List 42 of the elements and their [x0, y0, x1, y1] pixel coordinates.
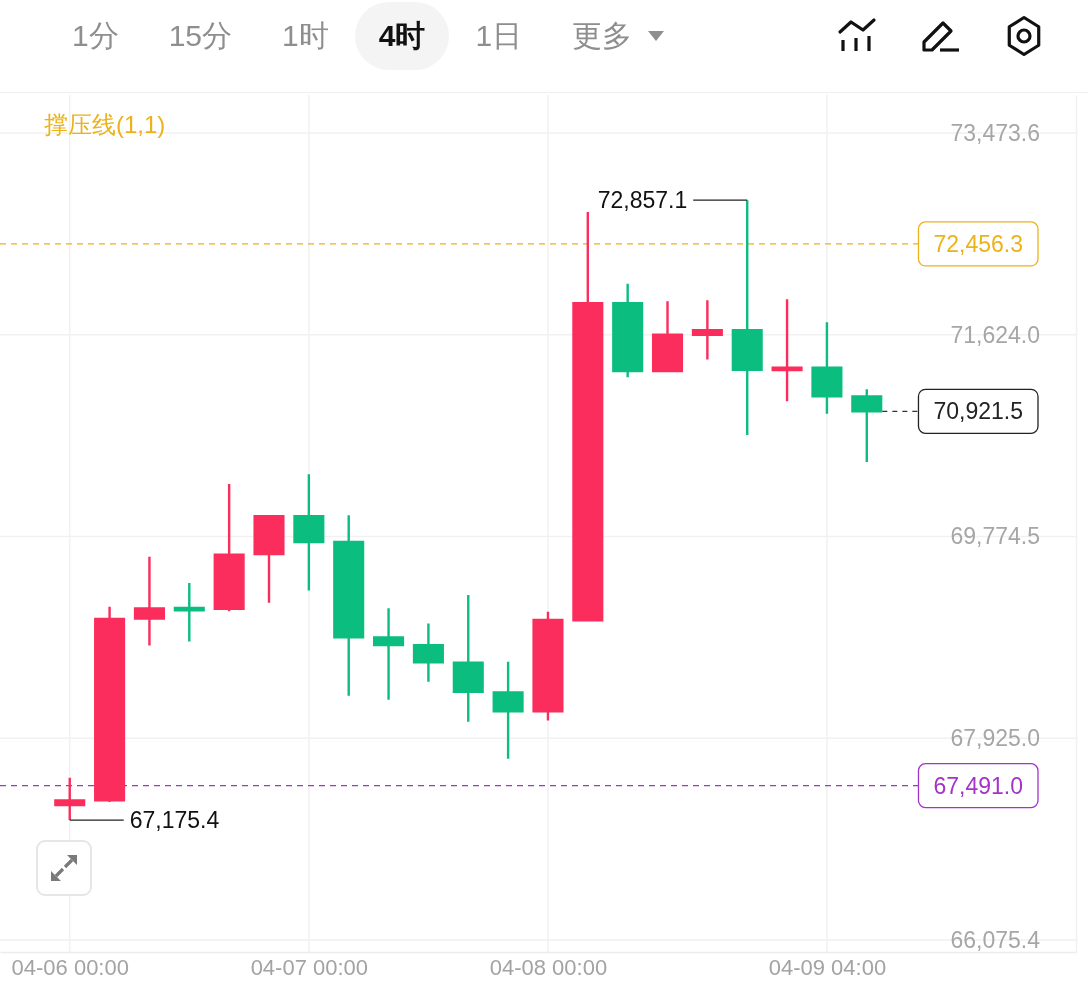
- candlestick: [612, 282, 644, 379]
- x-tick-label: 04-07 00:00: [250, 954, 369, 980]
- candlestick: [452, 593, 484, 723]
- y-tick-label: 73,473.6: [950, 119, 1040, 146]
- ref-line-label: 72,456.3: [933, 230, 1023, 257]
- candlestick: [293, 473, 325, 592]
- candlestick: [492, 660, 524, 760]
- text: 更多: [571, 18, 634, 54]
- x-tick-label: 04-06 00:00: [11, 954, 129, 980]
- candlestick: [253, 514, 285, 604]
- text: 4时: [354, 2, 450, 70]
- y-tick-label: 69,774.5: [950, 523, 1040, 550]
- candlestick: [851, 388, 883, 464]
- annotation: 67,175.4: [129, 807, 220, 834]
- annotation: 70,921.5: [933, 398, 1023, 425]
- candlestick: [412, 622, 444, 683]
- x-tick-label: 04-09 04:00: [768, 954, 887, 980]
- x-tick-label: 04-08 00:00: [489, 954, 608, 980]
- candlestick: [54, 776, 86, 822]
- text: 1时: [281, 18, 330, 54]
- annotation: 撑压线(1,1): [44, 110, 166, 138]
- candlestick: [373, 607, 405, 701]
- y-tick-label: 66,075.4: [950, 926, 1041, 953]
- candlestick: [532, 610, 564, 722]
- candlestick: [213, 482, 245, 613]
- candlestick: [333, 513, 365, 697]
- y-tick-label: 67,925.0: [950, 725, 1040, 752]
- candlestick: [691, 299, 723, 361]
- candlestick: [572, 210, 604, 622]
- y-tick-label: 71,624.0: [950, 321, 1040, 348]
- candlestick: [173, 581, 205, 643]
- candlestick: [94, 605, 126, 804]
- candlestick: [771, 297, 803, 403]
- text: 1分: [71, 18, 120, 54]
- candlestick: [133, 555, 165, 647]
- candlestick: [811, 320, 843, 415]
- candlestick: [731, 198, 763, 437]
- text: 15分: [167, 18, 234, 54]
- text: 1日: [474, 18, 524, 54]
- annotation: 72,857.1: [597, 187, 688, 214]
- ref-line-label: 67,491.0: [933, 772, 1023, 799]
- candlestick: [651, 300, 684, 373]
